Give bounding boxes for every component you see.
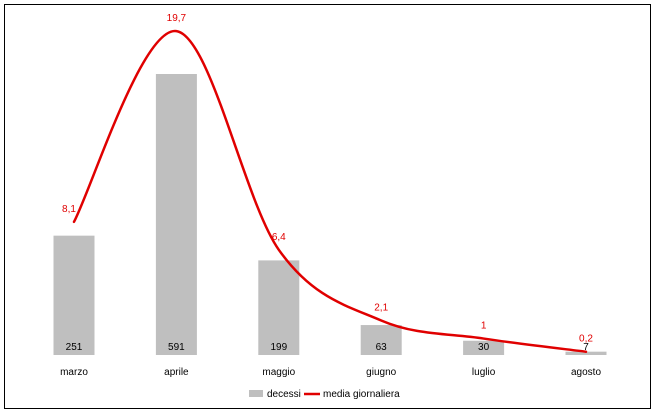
- legend: decessi media giornaliera: [249, 389, 400, 400]
- chart-svg: 251 marzo 591 aprile 199 maggio 63 giugno 30 lugl…: [53, 13, 607, 400]
- bar-agosto: [565, 351, 607, 355]
- legend-label-media: media giornaliera: [323, 389, 400, 400]
- line-value-label: 0,2: [579, 334, 593, 345]
- bar-value-label: 63: [376, 342, 388, 353]
- bar-maggio: [258, 260, 300, 355]
- bar-value-label: 199: [270, 342, 287, 353]
- category-label: maggio: [262, 367, 295, 378]
- bar-value-label: 30: [478, 342, 490, 353]
- bar-value-label: 7: [583, 342, 589, 353]
- line-value-label: 2,1: [374, 302, 388, 313]
- legend-label-decessi: decessi: [267, 389, 301, 400]
- line-value-label: 8,1: [62, 204, 76, 215]
- bar-luglio: [463, 340, 505, 355]
- line-media-giornaliera: [72, 29, 588, 353]
- line-value-label: 6,4: [272, 232, 286, 243]
- chart-frame: 251 marzo 591 aprile 199 maggio 63 giugno 30 lugl…: [4, 4, 651, 409]
- bars-layer: [53, 74, 607, 355]
- bar-value-label: 251: [66, 342, 83, 353]
- category-label: marzo: [60, 367, 88, 378]
- legend-swatch-decessi: [249, 390, 263, 397]
- bar-marzo: [53, 235, 95, 355]
- labels-layer: 251 marzo 591 aprile 199 maggio 63 giugno 30 lugl…: [60, 13, 601, 378]
- category-label: luglio: [472, 367, 496, 378]
- bar-giugno: [360, 325, 402, 355]
- line-value-label: 19,7: [167, 13, 187, 24]
- category-label: agosto: [571, 367, 601, 378]
- category-label: giugno: [366, 367, 396, 378]
- category-label: aprile: [164, 367, 189, 378]
- line-layer: [72, 29, 588, 353]
- line-value-label: 1: [481, 321, 487, 332]
- bar-value-label: 591: [168, 342, 185, 353]
- bar-aprile: [155, 74, 197, 355]
